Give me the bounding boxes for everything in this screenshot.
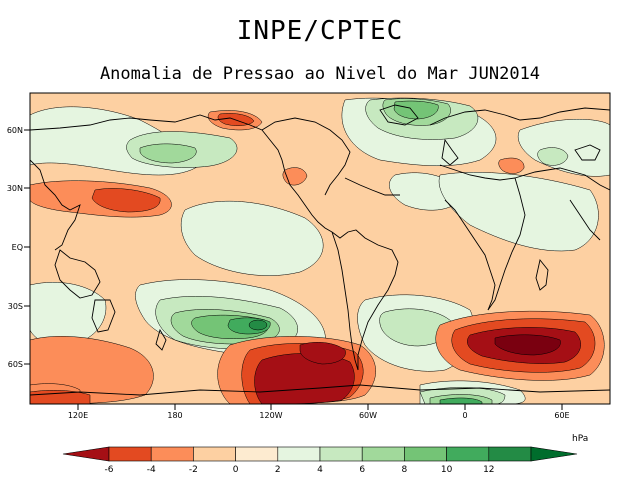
colorbar-tick-label: 10 [441,465,453,475]
lon-label-60e: 60E [554,411,569,420]
colorbar-swatch [150,446,194,462]
colorbar-swatch [361,446,405,462]
lat-label-30s: 30S [8,302,23,311]
colorbar-tick-label: 2 [275,465,281,475]
colorbar-unit: hPa [572,434,589,444]
figure-title: INPE/CPTEC [236,16,404,46]
colorbar-swatch [235,446,279,462]
figure-subtitle: Anomalia de Pressao ao Nivel do Mar JUN2… [99,64,541,84]
map-frame [29,92,611,405]
colorbar-swatch [404,446,447,462]
lat-axis [24,129,30,365]
colorbar-tick-label: -4 [147,465,156,475]
colorbar-swatch [446,446,490,462]
colorbar-swatch [277,446,321,462]
colorbar-swatch [319,446,363,462]
coastlines [30,104,610,396]
colorbar-high-end [530,446,578,462]
lat-label-30n: 30N [7,184,23,193]
lat-label-60s: 60S [8,360,23,369]
lon-axis [77,404,563,410]
colorbar: -6 -4 -2 0 2 4 6 8 10 12 [62,446,578,475]
colorbar-tick-label: 4 [317,465,323,475]
colorbar-swatch [108,446,152,462]
map-plot-area [30,93,610,404]
lon-labels: 120E 180 120W 60W 0 60E [68,411,570,420]
lat-label-eq: EQ [12,243,23,252]
colorbar-swatch [488,446,532,462]
lat-label-60n: 60N [7,126,23,135]
colorbar-tick-label: 12 [483,465,494,475]
colorbar-tick-label: 0 [233,465,239,475]
positive-10-regions [248,319,268,331]
lon-label-120e: 120E [68,411,88,420]
negative-8-regions [494,334,561,356]
colorbar-low-end [62,446,110,462]
colorbar-swatch [193,446,236,462]
lat-labels: 60N 30N EQ 30S 60S [7,126,23,369]
lon-label-0: 0 [462,411,467,420]
colorbar-tick-label: 6 [359,465,365,475]
lon-label-120w: 120W [259,411,282,420]
lon-label-180: 180 [167,411,182,420]
colorbar-tick-label: -2 [189,465,198,475]
lon-label-60w: 60W [359,411,377,420]
colorbar-tick-label: -6 [105,465,114,475]
colorbar-tick-label: 8 [402,465,408,475]
